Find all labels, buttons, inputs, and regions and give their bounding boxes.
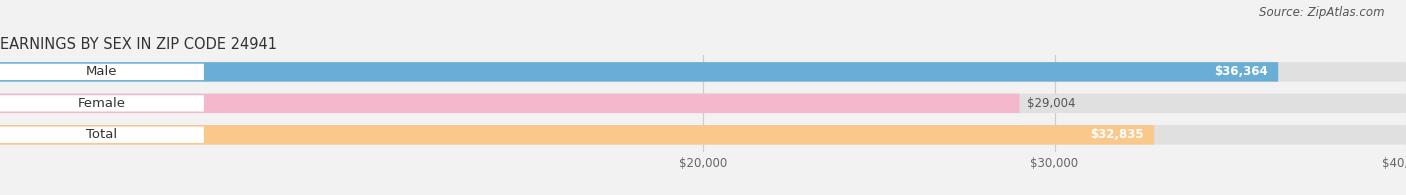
FancyBboxPatch shape bbox=[0, 125, 1406, 144]
Text: $36,364: $36,364 bbox=[1213, 65, 1268, 78]
FancyBboxPatch shape bbox=[0, 95, 204, 112]
FancyBboxPatch shape bbox=[0, 62, 1406, 82]
Text: EARNINGS BY SEX IN ZIP CODE 24941: EARNINGS BY SEX IN ZIP CODE 24941 bbox=[0, 37, 277, 52]
Text: Male: Male bbox=[86, 65, 118, 78]
Text: Total: Total bbox=[86, 128, 118, 141]
Text: Female: Female bbox=[77, 97, 127, 110]
FancyBboxPatch shape bbox=[0, 125, 1154, 144]
FancyBboxPatch shape bbox=[0, 127, 204, 143]
FancyBboxPatch shape bbox=[0, 94, 1019, 113]
Text: $29,004: $29,004 bbox=[1026, 97, 1076, 110]
FancyBboxPatch shape bbox=[0, 94, 1406, 113]
FancyBboxPatch shape bbox=[0, 64, 204, 80]
Text: Source: ZipAtlas.com: Source: ZipAtlas.com bbox=[1260, 6, 1385, 19]
FancyBboxPatch shape bbox=[0, 62, 1278, 82]
Text: $32,835: $32,835 bbox=[1090, 128, 1143, 141]
